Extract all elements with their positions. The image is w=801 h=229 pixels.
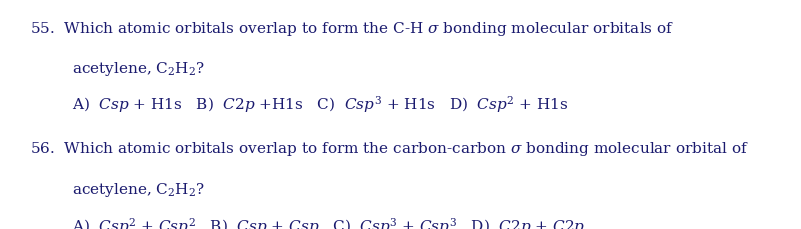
Text: 55.  Which atomic orbitals overlap to form the C-H $\sigma$ bonding molecular or: 55. Which atomic orbitals overlap to for… bbox=[30, 20, 674, 38]
Text: acetylene, C$_{\mathregular{2}}$H$_{\mathregular{2}}$?: acetylene, C$_{\mathregular{2}}$H$_{\mat… bbox=[72, 180, 205, 199]
Text: A)  $\mathit{Csp}$ + H1s   B)  $\mathit{C2p}$ +H1s   C)  $\mathit{Csp}^3$ + H1s : A) $\mathit{Csp}$ + H1s B) $\mathit{C2p}… bbox=[72, 94, 569, 115]
Text: A)  $\mathit{Csp}^2$ + $\mathit{Csp}^2$   B)  $\mathit{Csp}$ + $\mathit{Csp}$   : A) $\mathit{Csp}^2$ + $\mathit{Csp}^2$ B… bbox=[72, 216, 586, 229]
Text: 56.  Which atomic orbitals overlap to form the carbon-carbon $\sigma$ bonding mo: 56. Which atomic orbitals overlap to for… bbox=[30, 140, 750, 158]
Text: acetylene, C$_{\mathregular{2}}$H$_{\mathregular{2}}$?: acetylene, C$_{\mathregular{2}}$H$_{\mat… bbox=[72, 60, 205, 78]
